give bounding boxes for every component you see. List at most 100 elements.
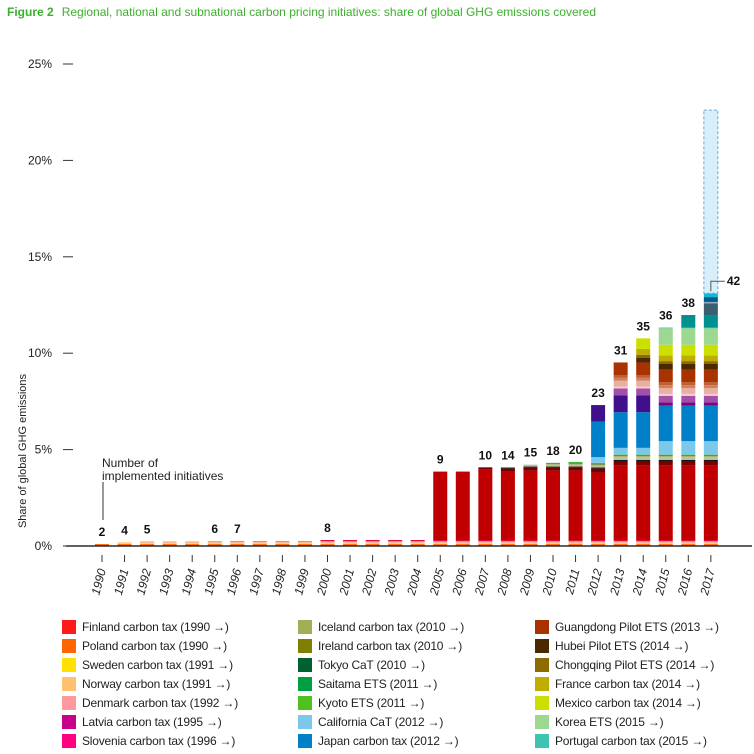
bar-segment [546, 464, 560, 467]
bar-segment [613, 465, 628, 541]
bar-segment [388, 541, 403, 543]
bar-segment [275, 541, 290, 543]
bar-segment [455, 541, 470, 543]
bar-segment [703, 361, 718, 364]
y-tick-label: 5% [35, 443, 53, 457]
bar-segment [703, 544, 718, 546]
bar-segment [546, 467, 560, 471]
initiative-count: 10 [479, 448, 493, 462]
bar-segment [410, 544, 425, 546]
bar-segment [703, 393, 718, 396]
legend-item: Mexico carbon tax (2014 →) [535, 696, 752, 710]
legend-label: Sweden carbon tax (1991 →) [82, 658, 233, 672]
bar-segment [410, 540, 425, 541]
x-tick-label: 2006 [449, 567, 470, 598]
bar-segment [546, 463, 560, 464]
bar-segment [658, 459, 673, 461]
bar-segment [117, 543, 132, 545]
bar-segment [591, 543, 606, 545]
bar-segment [636, 388, 651, 396]
bar-segment [252, 541, 267, 543]
bar-segment [297, 541, 312, 543]
bar-segment [658, 465, 673, 541]
bar-segment [703, 460, 718, 466]
bar-segment [636, 540, 651, 541]
legend-swatch [62, 639, 76, 653]
legend-item: Portugal carbon tax (2015 →) [535, 734, 752, 748]
bar-segment [343, 543, 358, 545]
bar-segment [365, 543, 380, 545]
legend-label: Poland carbon tax (1990 →) [82, 639, 227, 653]
bar-segment [591, 472, 606, 541]
bar-segment [297, 542, 312, 544]
bar-segment [658, 543, 673, 545]
bar-segment [500, 468, 515, 472]
bar-segment [636, 541, 651, 543]
bar-segment [433, 542, 448, 544]
x-tick-label: 2014 [629, 567, 650, 598]
legend-swatch [535, 677, 549, 691]
legend-item: Korea ETS (2015 →) [535, 715, 752, 729]
figure-title-text: Regional, national and subnational carbo… [61, 5, 596, 19]
bar-segment [658, 385, 673, 389]
bar-segment [523, 544, 538, 546]
bar-segment [636, 412, 651, 448]
bar-segment [343, 544, 358, 546]
y-tick-label: 20% [28, 153, 52, 167]
bar-segment [658, 542, 673, 544]
bar-segment [568, 461, 583, 463]
bar-segment [703, 456, 718, 457]
legend-label: Saitama ETS (2011 →) [318, 677, 438, 691]
legend-swatch [62, 677, 76, 691]
bar-segment [478, 540, 493, 541]
bar-segment [681, 402, 696, 406]
bar-segment [523, 541, 538, 543]
legend-swatch [298, 658, 312, 672]
bar-segment [343, 542, 358, 544]
bar-segment [320, 543, 335, 545]
bar-segment [546, 463, 560, 465]
legend-label: Chongqing Pilot ETS (2014 →) [555, 658, 715, 672]
bar-segment [681, 327, 696, 329]
bar-segment [613, 456, 628, 457]
bar-segment [636, 447, 651, 455]
bar-segment [591, 464, 606, 465]
bar-segment [500, 543, 515, 545]
bar-segment [613, 395, 628, 413]
legend-label: California CaT (2012 →) [318, 715, 444, 729]
bar-segment [613, 455, 628, 457]
bar-segment [703, 297, 718, 302]
bar-segment [658, 382, 673, 386]
x-tick-label: 1999 [291, 567, 312, 597]
bar-segment [658, 344, 673, 356]
x-tick-label: 2002 [359, 567, 380, 598]
bar-segment [568, 463, 583, 465]
bar-segment [658, 363, 673, 370]
bar-segment [681, 460, 696, 466]
bar-segment [681, 544, 696, 546]
bar-segment [613, 374, 628, 378]
initiative-count: 31 [614, 343, 628, 357]
bar-segment [388, 544, 403, 546]
bar-segment [591, 405, 606, 422]
bar-segment [681, 405, 696, 442]
legend-swatch [62, 658, 76, 672]
legend-label: Guangdong Pilot ETS (2013 →) [555, 620, 719, 634]
initiative-count: 38 [682, 296, 696, 310]
bar-segment [658, 455, 673, 457]
bar-segment [613, 447, 628, 455]
bar-segment [681, 344, 696, 356]
bar-segment [185, 543, 200, 545]
bar-segment [681, 456, 696, 457]
bar-segment [703, 363, 718, 370]
bar-segment [681, 441, 696, 455]
bar-segment [636, 455, 651, 457]
bar-segment [500, 544, 515, 546]
bar-segment [568, 463, 583, 464]
bar-segment [703, 385, 718, 389]
bar-segment [658, 369, 673, 383]
bar-segment [703, 109, 719, 294]
bar-segment [658, 327, 673, 329]
figure-title: Figure 2 Regional, national and subnation… [7, 5, 596, 19]
bar-segment [478, 542, 493, 544]
